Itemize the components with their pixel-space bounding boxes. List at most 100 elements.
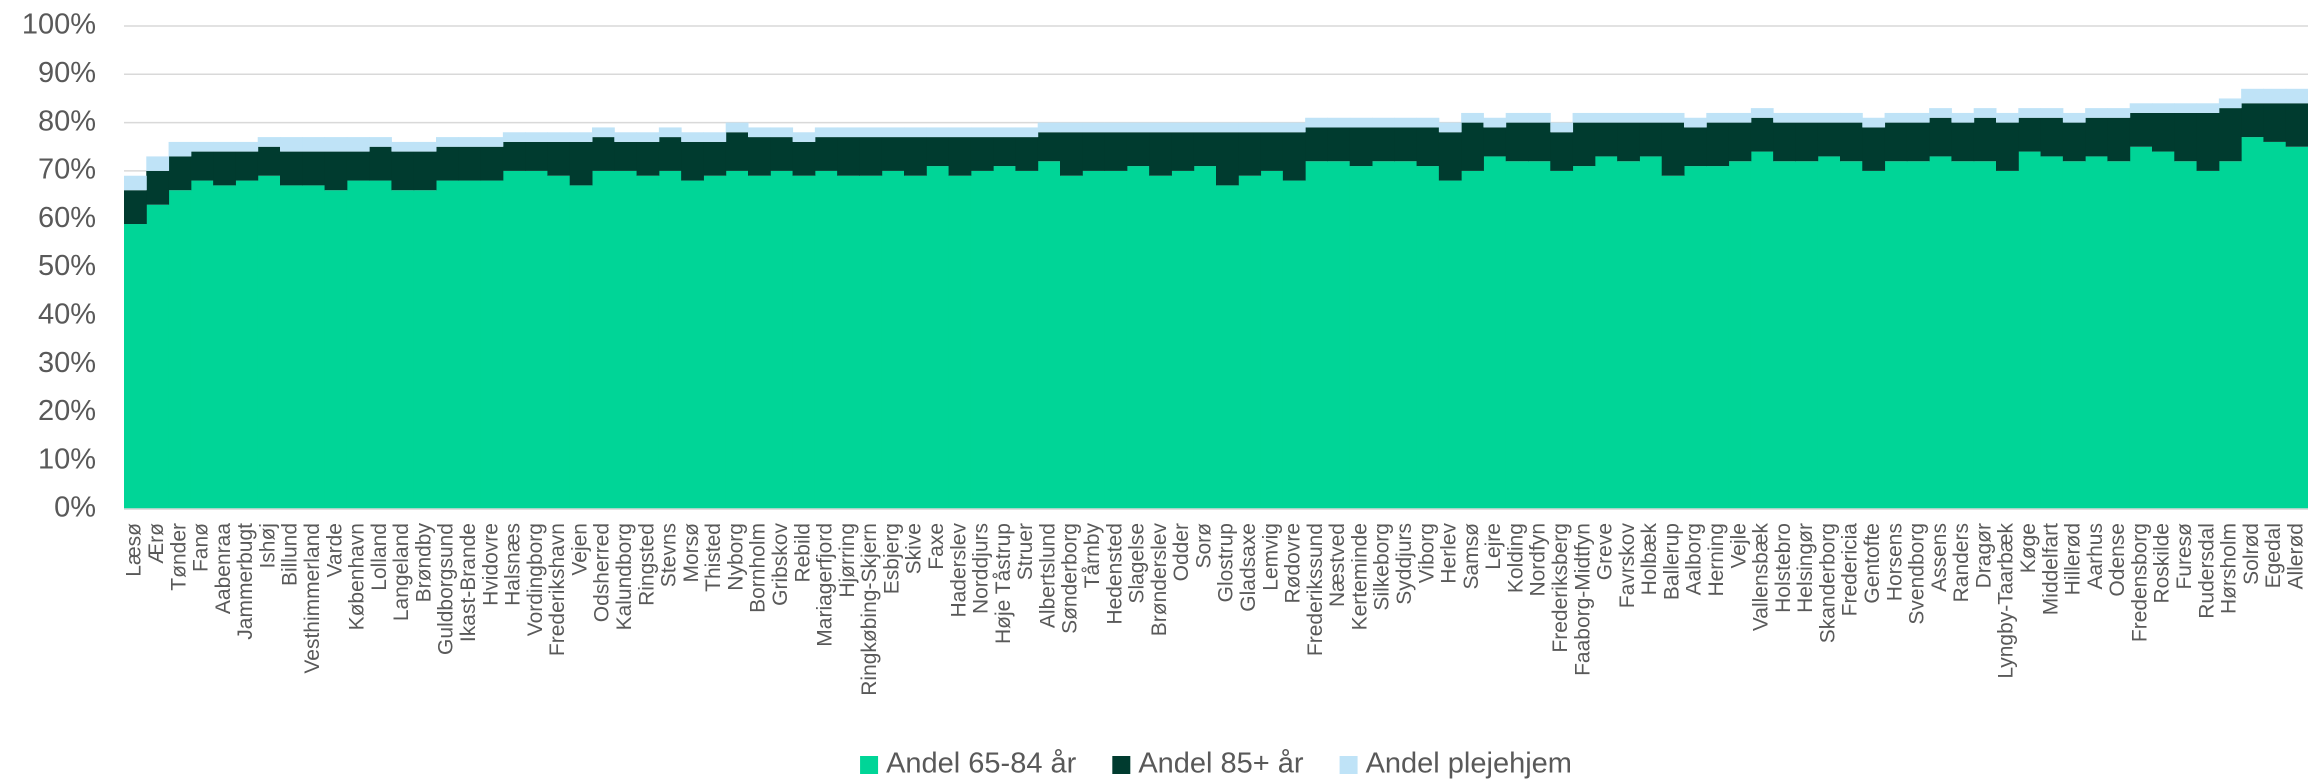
bar-segment [1505,161,1529,510]
bar-segment [1951,122,1975,162]
x-tick-label: Gladsaxe [1237,523,1260,612]
bar-segment [1438,132,1462,181]
bar-segment [213,141,236,152]
x-tick-label: Vejen [568,523,591,576]
x-tick-label: Skanderborg [1816,523,1839,643]
x-tick-label: Solrød [2240,523,2263,585]
bar-segment [1550,170,1574,509]
bar-segment [948,175,972,510]
bar-segment [1193,166,1217,509]
bar-segment [2285,146,2308,509]
x-tick-label: Tårnby [1081,523,1104,589]
x-tick-label: Frederikssund [1304,523,1327,656]
x-tick-label: Rødovre [1282,523,1305,604]
bar-segment [2241,137,2264,509]
x-tick-label: Frederikshavn [546,523,569,656]
bar-segment [614,141,638,171]
bar-segment [2107,117,2131,162]
x-tick-label: Hvidovre [479,523,502,606]
bar-segment [391,190,415,509]
bar-segment [1795,112,1819,123]
bar-segment [1104,122,1128,133]
x-tick-label: Helsingør [1794,523,1817,613]
bar-segment [1461,170,1484,509]
bar-segment [1082,170,1106,509]
bar-segment [1862,117,1886,128]
bar-segment [1750,108,1774,118]
bar-segment [1572,166,1596,509]
bar-segment [1973,161,1997,510]
bar-segment [502,141,526,171]
bar-segment [2107,161,2131,510]
bar-segment [1060,175,1083,510]
legend-swatch [1339,756,1358,774]
bar-segment [770,137,794,171]
bar-segment [391,141,415,152]
bar-segment [1149,132,1172,176]
bar-segment [1594,156,1618,509]
bar-segment [1394,161,1418,510]
x-tick-label: Hedensted [1103,523,1126,625]
bar-segment [1349,166,1373,509]
y-tick-label: 90% [38,57,96,89]
bar-segment [480,180,504,509]
bar-segment [1951,112,1975,123]
bar-segment [1349,117,1373,128]
bar-segment [1416,127,1440,167]
x-tick-label: Fanø [190,523,213,572]
bar-segment [1639,122,1663,157]
bar-segment [1884,122,1908,162]
x-tick-label: Odsherred [591,523,614,622]
bar-segment [1996,170,2019,509]
x-tick-label: Albertslund [1036,523,1059,628]
bar-segment [2263,88,2287,104]
bar-segment [681,141,704,181]
x-tick-label: Viborg [1415,523,1438,583]
legend-swatch [1112,756,1131,774]
x-tick-label: Varde [323,523,346,577]
x-tick-label: Lolland [368,523,391,591]
bar-segment [569,132,593,142]
bar-segment [1349,127,1373,167]
x-tick-label: Faxe [925,523,948,570]
bar-segment [1238,122,1262,133]
x-tick-label: Ringkøbing-Skjern [858,523,881,696]
bar-segment [525,132,548,142]
bar-segment [614,132,638,142]
bar-segment [814,127,838,138]
bar-segment [235,141,259,152]
bar-segment [2018,151,2042,509]
bar-segment [970,170,994,509]
x-tick-label: Guldborgsund [435,523,458,655]
bar-segment [592,170,615,509]
bar-segment [1305,117,1328,128]
x-tick-label: Næstved [1326,523,1349,607]
bar-segment [1305,161,1328,510]
bar-segment [1951,161,1975,510]
x-tick-label: Kolding [1504,523,1527,593]
bar-segment [1684,166,1707,509]
bar-segment [1060,132,1083,176]
bar-segment [1394,127,1418,162]
x-tick-label: Jammerbugt [234,523,257,640]
bar-segment [1661,122,1685,176]
bar-segment [436,146,459,181]
bar-segment [547,141,571,176]
y-tick-label: 30% [38,347,96,379]
x-tick-label: København [346,523,369,630]
bar-segment [1639,156,1663,509]
bar-segment [2085,117,2108,157]
bar-segment [458,137,482,147]
bar-segment [748,175,771,510]
bar-segment [1528,122,1551,162]
bar-segment [770,127,794,138]
x-tick-label: Allerød [2284,523,2307,590]
bar-segment [1728,122,1752,162]
bar-segment [1706,112,1730,123]
bar-segment [2040,156,2064,509]
x-tick-label: Horsens [1883,523,1906,601]
x-tick-label: Middelfart [2039,523,2062,615]
bar-segment [525,141,548,171]
bar-segment [592,137,615,171]
